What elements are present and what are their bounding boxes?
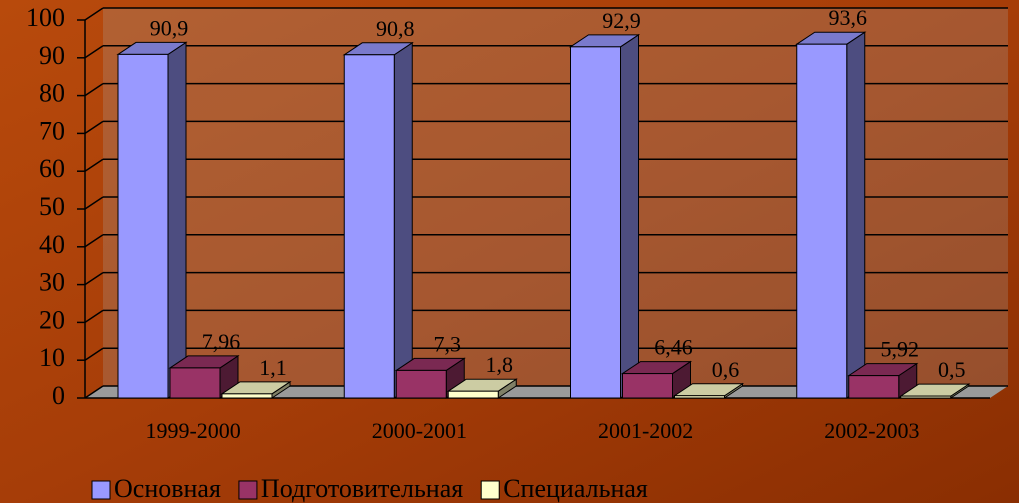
y-tick-label: 70 xyxy=(39,116,65,145)
grid-line-side xyxy=(84,82,104,97)
grid-line-side xyxy=(84,45,104,59)
legend-swatch xyxy=(480,480,500,500)
legend-swatch xyxy=(238,480,258,500)
bar xyxy=(221,393,273,399)
x-tick-label: 1999-2000 xyxy=(145,418,240,443)
bar-side xyxy=(620,33,639,399)
grid-line-side xyxy=(84,120,104,135)
bar xyxy=(796,43,848,399)
grid-line-side xyxy=(84,347,104,361)
bar-side xyxy=(393,41,413,399)
bar xyxy=(447,390,499,399)
value-label: 7,96 xyxy=(202,329,241,354)
bar xyxy=(622,373,673,399)
bar xyxy=(848,375,900,399)
value-label: 93,6 xyxy=(829,5,868,30)
y-tick-label: 90 xyxy=(39,41,65,70)
value-label: 1,8 xyxy=(486,352,514,377)
bar-side xyxy=(167,41,187,399)
y-tick-label: 20 xyxy=(39,305,65,334)
y-tick-label: 0 xyxy=(52,381,65,410)
y-tick-label: 50 xyxy=(39,192,65,221)
grid-line-side xyxy=(84,234,104,248)
value-label: 6,46 xyxy=(654,335,693,360)
y-tick-label: 100 xyxy=(26,3,65,32)
grid-line-side xyxy=(84,196,104,210)
value-label: 92,9 xyxy=(602,8,641,33)
y-tick-label: 60 xyxy=(39,154,65,183)
bar xyxy=(900,395,952,399)
y-tick-label: 80 xyxy=(39,79,65,108)
x-tick-label: 2002-2003 xyxy=(824,418,919,443)
bar xyxy=(674,395,725,399)
bar xyxy=(395,369,447,399)
y-tick-label: 40 xyxy=(39,230,65,259)
floor xyxy=(85,386,1008,398)
bar xyxy=(343,54,395,399)
grid-line-side xyxy=(84,7,104,21)
bar xyxy=(169,367,221,399)
bar xyxy=(117,53,169,399)
legend-label: Подготовительная xyxy=(261,474,463,503)
grid-line-side xyxy=(84,271,104,286)
legend-label: Специальная xyxy=(503,474,648,503)
value-label: 0,6 xyxy=(712,357,740,382)
value-label: 7,3 xyxy=(434,331,462,356)
grid-line-side xyxy=(84,158,104,172)
x-tick-label: 2000-2001 xyxy=(372,418,467,443)
x-tick-label: 2001-2002 xyxy=(598,418,693,443)
value-label: 5,92 xyxy=(881,337,920,362)
bar xyxy=(570,46,621,399)
value-label: 1,1 xyxy=(259,355,287,380)
value-label: 0,5 xyxy=(938,357,966,382)
y-tick-label: 10 xyxy=(39,343,65,372)
value-label: 90,9 xyxy=(150,15,189,40)
value-label: 90,8 xyxy=(376,16,415,41)
y-tick-label: 30 xyxy=(39,268,65,297)
legend-label: Основная xyxy=(114,474,221,503)
bar-side xyxy=(846,31,866,399)
grid-line-side xyxy=(84,309,104,324)
legend-swatch xyxy=(91,480,111,500)
grid-line-side xyxy=(84,385,104,399)
